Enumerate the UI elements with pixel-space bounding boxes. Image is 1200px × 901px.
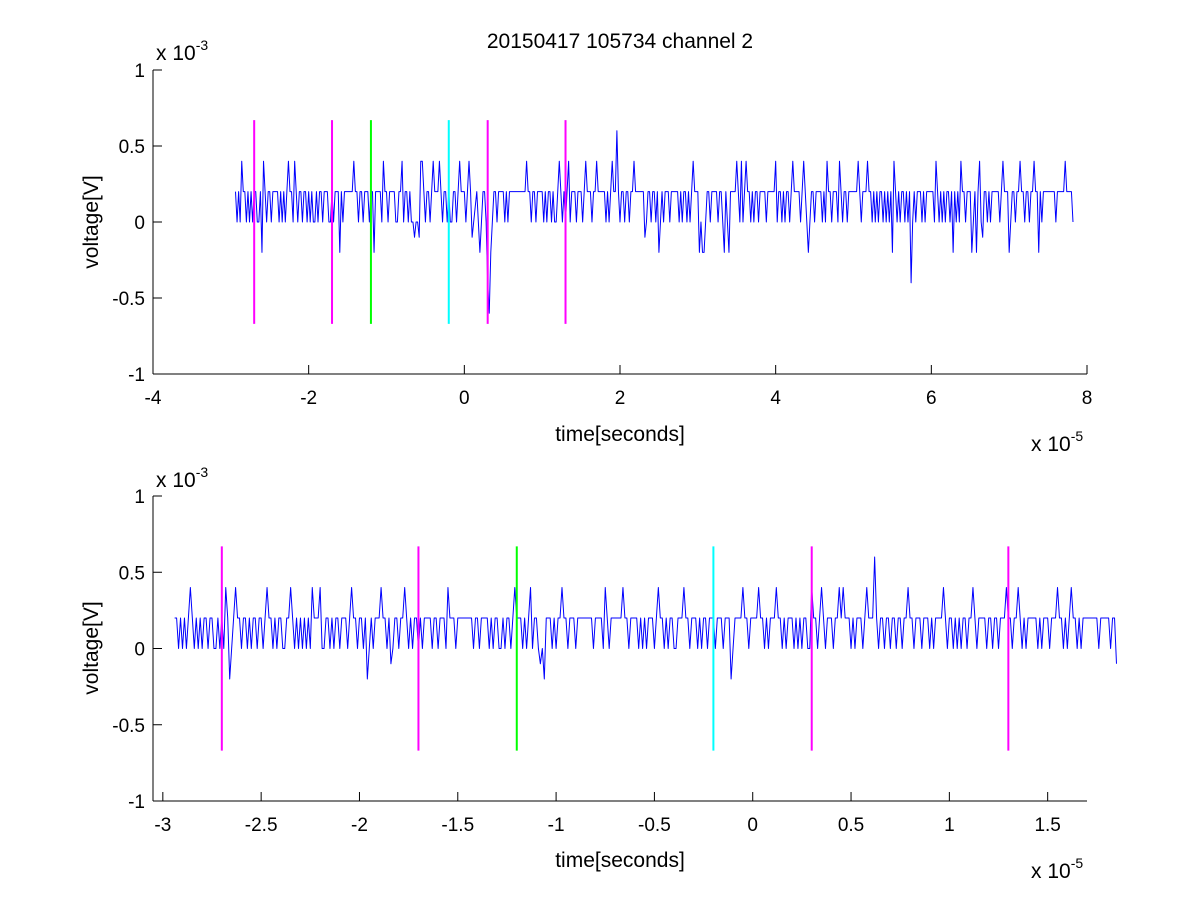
bottom-x-tick-label-6: 0 (747, 815, 758, 836)
figure-title: 20150417 105734 channel 2 (487, 30, 753, 53)
bottom-y-tick-label-2: 0 (134, 640, 145, 661)
top-y-axis-label: voltage[V] (80, 175, 103, 268)
bottom-x-tick-label-1: -2.5 (245, 815, 278, 836)
bottom-x-tick-label-3: -1.5 (441, 815, 474, 836)
bottom-y-exponent-power: -3 (196, 464, 209, 480)
bottom-x-tick-label-7: 0.5 (838, 815, 864, 836)
top-x-tick-label-5: 6 (926, 388, 937, 409)
top-x-tick-label-0: -4 (145, 388, 162, 409)
top-y-tick-label-3: 0.5 (119, 137, 145, 158)
top-y-exponent-label: x 10-3 (156, 37, 208, 65)
bottom-y-exponent-base: x 10 (156, 469, 196, 492)
top-series-0-line (235, 130, 1074, 314)
bottom-y-axis-label: voltage[V] (80, 601, 103, 694)
top-y-exponent-base: x 10 (156, 42, 196, 65)
top-x-tick-label-6: 8 (1082, 388, 1093, 409)
plot-top: voltage[V] time[seconds] x 10-3 x 10-5 -… (80, 37, 1092, 456)
top-y-tick-label-2: 0 (134, 213, 145, 234)
bottom-x-tick-label-4: -1 (548, 815, 565, 836)
bottom-y-tick-label-3: 0.5 (119, 563, 145, 584)
bottom-x-tick-label-8: 1 (944, 815, 955, 836)
bottom-y-tick-label-4: 1 (134, 487, 145, 508)
top-x-exponent-label: x 10-5 (1031, 428, 1083, 456)
bottom-x-exponent-label: x 10-5 (1031, 855, 1083, 883)
bottom-x-exponent-base: x 10 (1031, 860, 1071, 883)
bottom-x-tick-label-2: -2 (351, 815, 368, 836)
top-x-exponent-base: x 10 (1031, 433, 1071, 456)
bottom-series-0-line (174, 556, 1117, 680)
top-x-tick-label-3: 2 (615, 388, 626, 409)
bottom-x-axis-label: time[seconds] (555, 849, 685, 872)
top-x-tick-label-1: -2 (300, 388, 317, 409)
plot-bottom: voltage[V] time[seconds] x 10-3 x 10-5 -… (80, 464, 1117, 883)
bottom-x-exponent-power: -5 (1071, 855, 1084, 871)
top-y-tick-label-4: 1 (134, 61, 145, 82)
top-x-tick-label-4: 4 (770, 388, 781, 409)
top-y-tick-label-1: -0.5 (112, 289, 145, 310)
bottom-y-exponent-label: x 10-3 (156, 464, 208, 492)
top-x-axis-label: time[seconds] (555, 423, 685, 446)
bottom-y-tick-label-0: -1 (128, 792, 145, 813)
top-y-exponent-power: -3 (196, 37, 209, 53)
bottom-y-tick-label-1: -0.5 (112, 716, 145, 737)
bottom-x-tick-label-5: -0.5 (638, 815, 671, 836)
bottom-x-tick-label-0: -3 (154, 815, 171, 836)
bottom-x-tick-label-9: 1.5 (1034, 815, 1060, 836)
top-x-tick-label-2: 0 (459, 388, 470, 409)
top-x-exponent-power: -5 (1071, 428, 1084, 444)
top-y-tick-label-0: -1 (128, 365, 145, 386)
